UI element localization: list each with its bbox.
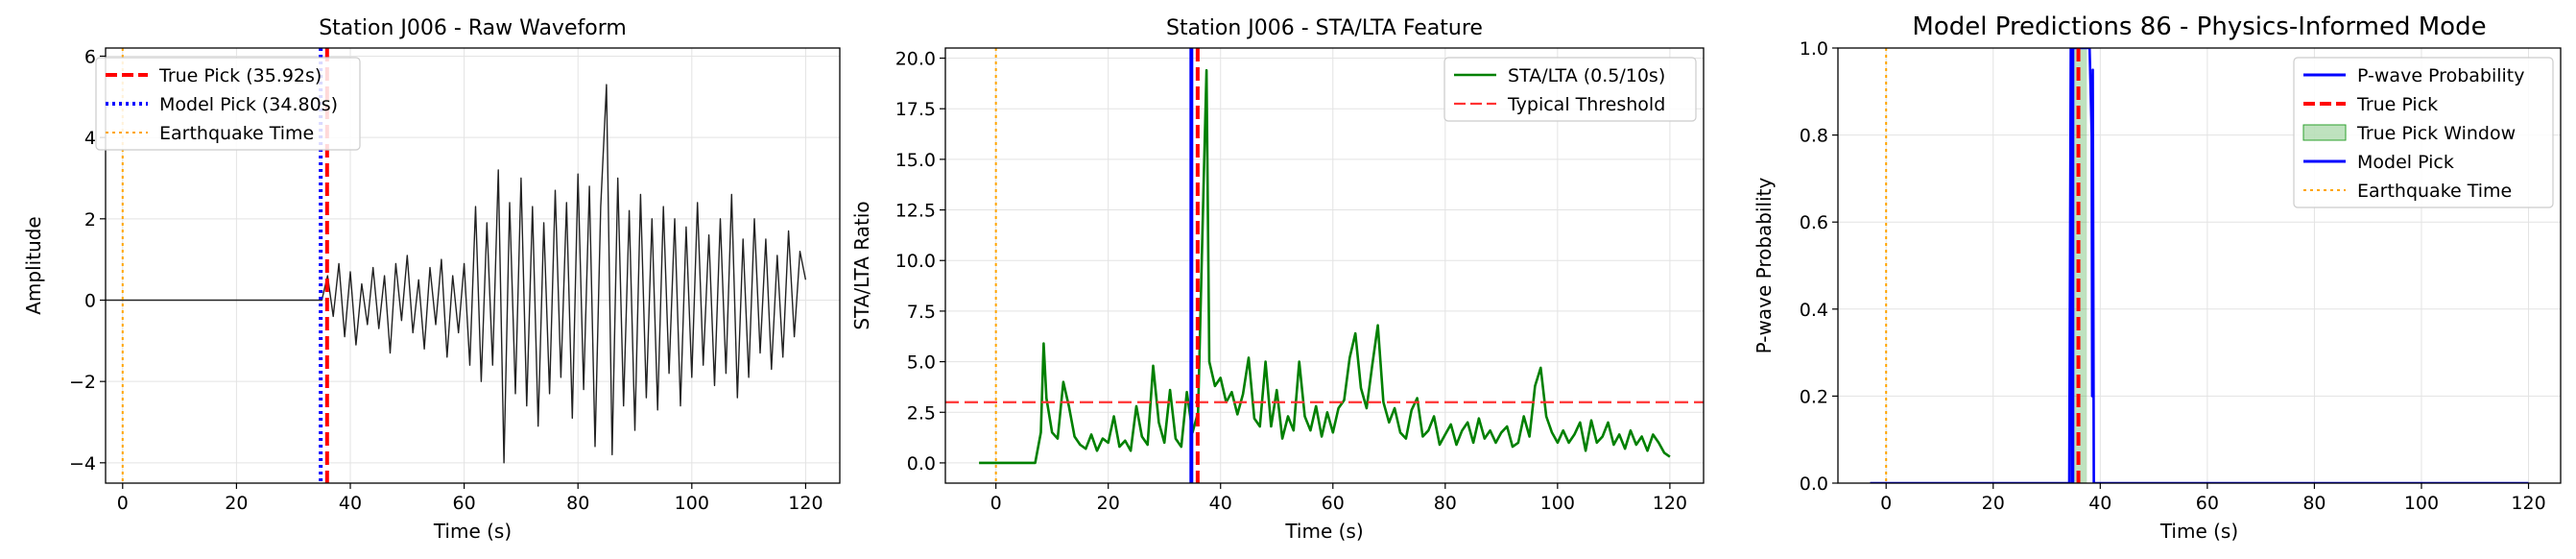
y-tick-label: 5.0	[907, 352, 936, 374]
x-tick-label: 80	[2302, 493, 2326, 514]
y-tick-label: 20.0	[895, 49, 936, 70]
y-tick-label: 7.5	[907, 302, 936, 323]
legend-label: Model Pick (34.80s)	[159, 94, 338, 115]
legend-label: True Pick (35.92s)	[158, 65, 322, 86]
legend-label: Earthquake Time	[2357, 181, 2512, 202]
legend-label: True Pick	[2356, 94, 2438, 115]
x-tick-label: 20	[225, 493, 248, 514]
legend: True Pick (35.92s) Model Pick (34.80s) Ear…	[95, 57, 361, 151]
y-tick-label: 0.0	[907, 453, 936, 474]
legend: STA/LTA (0.5/10s) Typical Threshold	[1443, 57, 1697, 122]
y-axis-label: Amplitude	[22, 216, 45, 315]
legend-box	[2293, 57, 2554, 208]
y-tick-label: 0.6	[1800, 212, 1828, 233]
chart-title: Station J006 - STA/LTA Feature	[1166, 16, 1483, 40]
plot-area	[1870, 48, 2529, 483]
x-tick-label: 80	[566, 493, 589, 514]
y-tick-label: 2.5	[907, 402, 936, 424]
y-tick-label: 17.5	[895, 99, 936, 120]
plot-area	[945, 48, 1704, 483]
y-tick-label: 4	[84, 128, 96, 149]
plot-area	[106, 48, 807, 483]
legend-swatch	[2302, 124, 2347, 141]
y-tick-label: 12.5	[895, 201, 936, 222]
x-tick-label: 0	[1880, 493, 1892, 514]
series-line-1	[106, 84, 807, 464]
y-tick-label: 2	[84, 209, 96, 231]
legend-label: STA/LTA (0.5/10s)	[1508, 65, 1665, 86]
y-tick-label: 0	[84, 290, 96, 311]
chart-panel-1: 0 20 40 60 80 100 120 −4 −2 0 2 4 6 Station J006 - Ra…	[22, 16, 841, 543]
chart-title: Station J006 - Raw Waveform	[319, 16, 627, 40]
axes-frame	[944, 47, 1705, 484]
legend-label: Model Pick	[2357, 152, 2454, 173]
x-tick-label: 60	[2196, 493, 2219, 514]
y-tick-label: 0.0	[1800, 474, 1828, 495]
x-tick-label: 0	[117, 493, 129, 514]
x-tick-label: 120	[1653, 493, 1687, 514]
axes-frame	[105, 47, 841, 484]
y-tick-label: 6	[84, 46, 96, 67]
x-tick-label: 40	[339, 493, 362, 514]
x-axis-label: Time (s)	[2159, 520, 2238, 543]
y-tick-label: 0.8	[1800, 126, 1828, 147]
y-tick-label: −2	[69, 372, 96, 393]
y-tick-label: 1.0	[1800, 38, 1828, 60]
y-tick-label: 10.0	[895, 251, 936, 272]
series-line-1	[979, 68, 1671, 465]
axes-frame	[1837, 47, 2562, 484]
x-tick-label: 60	[453, 493, 476, 514]
x-axis-label: Time (s)	[1284, 520, 1363, 543]
x-tick-label: 100	[1540, 493, 1575, 514]
x-tick-label: 120	[788, 493, 823, 514]
x-axis-label: Time (s)	[433, 520, 512, 543]
x-tick-label: 120	[2511, 493, 2545, 514]
legend-label: P-wave Probability	[2357, 65, 2525, 86]
x-tick-label: 40	[1209, 493, 1232, 514]
x-tick-label: 20	[1982, 493, 2005, 514]
x-tick-label: 0	[990, 493, 1002, 514]
y-axis-label: P-wave Probability	[1753, 178, 1776, 354]
x-tick-label: 80	[1434, 493, 1457, 514]
y-tick-label: −4	[69, 453, 96, 474]
legend-box	[1443, 57, 1697, 122]
chart-panel-2: 0 20 40 60 80 100 120 0.0 2.5 5.0 7.5 10.0 12.5 15.0 1…	[850, 16, 1705, 543]
legend-box	[95, 57, 361, 151]
y-tick-label: 0.2	[1800, 386, 1828, 407]
y-tick-label: 15.0	[895, 150, 936, 171]
x-tick-label: 60	[1322, 493, 1345, 514]
x-tick-label: 20	[1097, 493, 1120, 514]
x-tick-label: 100	[675, 493, 709, 514]
chart-title: Model Predictions 86 - Physics-Informed …	[1912, 12, 2486, 41]
y-axis-label: STA/LTA Ratio	[850, 201, 873, 329]
x-tick-label: 100	[2404, 493, 2439, 514]
legend-label: Typical Threshold	[1507, 94, 1665, 115]
y-tick-label: 0.4	[1800, 300, 1828, 321]
legend: P-wave Probability True Pick True Pick Win…	[2293, 57, 2554, 208]
chart-panel-3: 0 20 40 60 80 100 120 0.0 0.2 0.4 0.6 0.8 1.0 Model P…	[1753, 12, 2562, 543]
legend-label: Earthquake Time	[159, 123, 314, 144]
legend-label: True Pick Window	[2356, 123, 2516, 144]
x-tick-label: 40	[2088, 493, 2111, 514]
